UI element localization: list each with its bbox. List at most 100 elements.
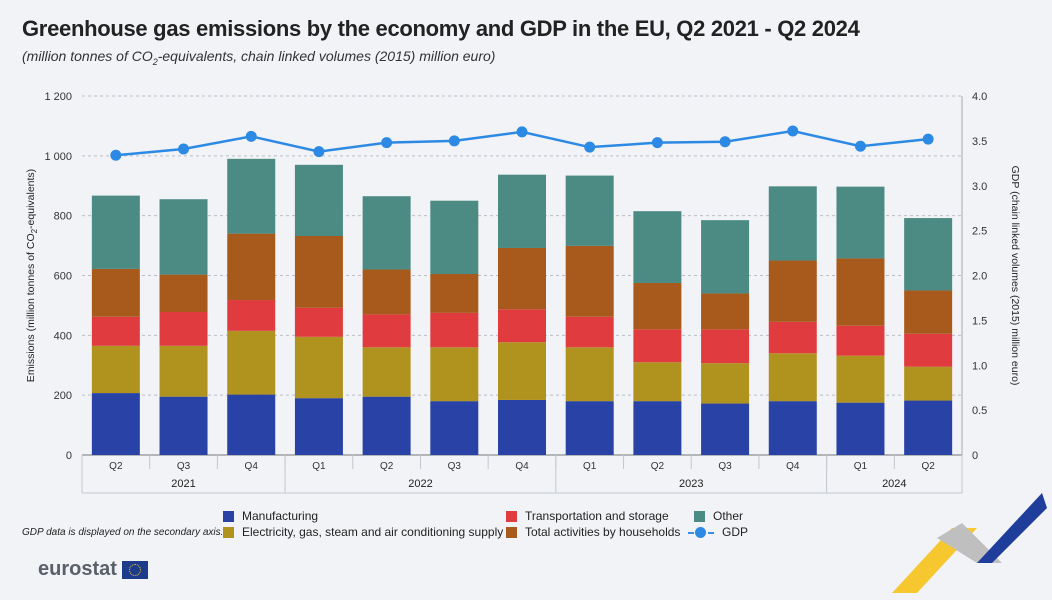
bar-segment [159,274,208,312]
legend-swatch [223,526,234,538]
year-label: 2024 [882,478,906,490]
x-tick-label: Q1 [312,461,326,472]
y-tick-label: 800 [54,211,72,223]
y2-tick-label: 2.5 [972,226,987,238]
footnote: GDP data is displayed on the secondary a… [22,527,224,538]
bar-segment [768,260,817,322]
x-tick-label: Q1 [854,461,868,472]
bar-segment [836,186,885,259]
bar-segment [565,401,614,455]
bar-segment [227,158,276,234]
legend-item: Manufacturing [223,509,318,523]
bar-segment [904,290,953,334]
bar-segment [768,401,817,455]
bar-segment [836,258,885,326]
x-tick-label: Q3 [448,461,462,472]
bar-segment [294,236,343,308]
bar-segment [904,366,953,401]
x-tick-label: Q3 [718,461,732,472]
year-label: 2022 [408,478,432,490]
y-tick-label: 200 [54,390,72,402]
legend-label: Manufacturing [242,509,319,523]
x-tick-label: Q2 [921,461,935,472]
bar-segment [701,403,750,455]
x-tick-label: Q4 [515,461,529,472]
gdp-point [854,140,866,152]
bar-segment [227,394,276,455]
y2-tick-label: 3.5 [972,136,987,148]
y2-tick-label: 0.5 [972,405,987,417]
x-tick-label: Q2 [651,461,665,472]
bar-segment [633,211,682,283]
y2-tick-label: 2.0 [972,271,987,283]
bar-segment [159,199,208,275]
gdp-point [787,125,799,137]
bar-segment [227,233,276,301]
bar-segment [633,282,682,330]
bar-segment [362,396,411,455]
x-tick-label: Q4 [786,461,800,472]
bar-segment [565,347,614,402]
y2-tick-label: 3.0 [972,181,987,193]
legend-label: Other [713,509,744,523]
bar-segment [498,174,546,248]
bar-segment [565,175,614,246]
y2-tick-label: 1.5 [972,315,987,327]
bar-segment [91,345,140,394]
bar-segment [836,402,885,455]
x-tick-label: Q3 [177,461,191,472]
legend-swatch [506,526,517,538]
bar-segment [91,268,140,317]
bar-segment [498,247,546,310]
x-tick-label: Q2 [380,461,394,472]
bar-segment [836,355,885,403]
bar-segment [294,398,343,455]
bar-segment [565,316,614,348]
bar-segment [362,269,411,315]
bar-segment [498,309,546,343]
gdp-point [381,137,393,149]
y-tick-label: 1 200 [44,91,72,103]
x-tick-label: Q2 [109,461,123,472]
gdp-point [110,149,122,161]
bar-segment [701,329,750,364]
x-tick-label: Q4 [245,461,259,472]
bar-segment [633,362,682,402]
bar-segment [430,401,479,455]
year-label: 2021 [171,478,195,490]
gdp-point [448,135,460,147]
bar-segment [498,342,546,400]
bar-segment [498,399,546,455]
legend-item: Total activities by households [506,525,680,539]
decorative-logo-icon [892,493,1047,593]
bar-segment [91,316,140,346]
bar-segment [91,393,140,455]
bar-segment [227,300,276,331]
legend-label: Electricity, gas, steam and air conditio… [242,525,504,539]
bar-segment [633,329,682,363]
bar-segment [430,274,479,313]
gdp-point [719,136,731,148]
legend-label: Transportation and storage [525,509,669,523]
legend-item: Electricity, gas, steam and air conditio… [223,525,503,539]
y2-axis-title: GDP (chain linked volumes (2015) million… [1009,166,1021,386]
gdp-point [584,141,596,153]
gdp-point [178,143,190,155]
gdp-point [313,146,325,158]
y2-tick-label: 4.0 [972,91,987,103]
gdp-point [922,133,934,145]
legend-label: Total activities by households [525,525,681,539]
gdp-point [245,130,257,142]
legend-item: GDP [688,525,748,539]
legend-swatch [688,526,714,538]
bar-segment [904,333,953,367]
bar-segment [227,330,276,395]
y-tick-label: 400 [54,330,72,342]
y2-tick-label: 0 [972,450,978,462]
bar-segment [362,347,411,397]
eurostat-logo: eurostat [38,558,148,581]
bar-segment [904,400,953,455]
bar-segment [159,311,208,346]
bar-segment [768,321,817,354]
bar-segment [294,164,343,237]
